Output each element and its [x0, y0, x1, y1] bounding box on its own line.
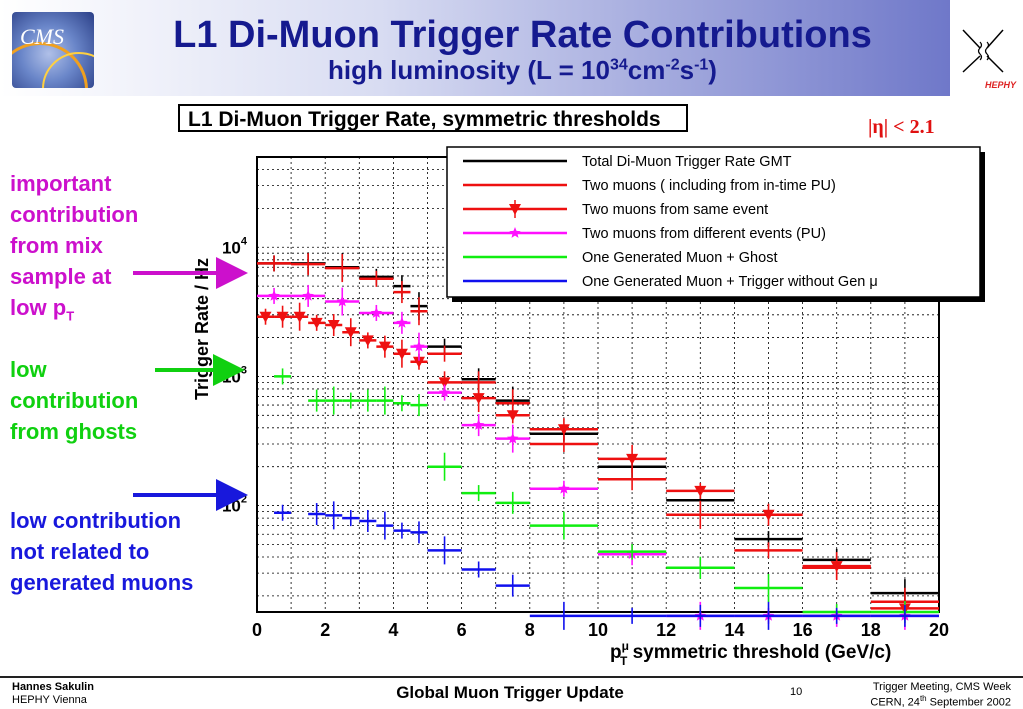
data-point-marker [259, 311, 272, 323]
footer-date: CERN, 24th September 2002 [870, 694, 1011, 709]
legend-label: One Generated Muon + Ghost [582, 250, 777, 266]
data-point-marker [438, 377, 451, 389]
data-point-marker [472, 393, 485, 405]
eta-cut-label: |η| < 2.1 [868, 116, 935, 138]
data-point-marker [413, 340, 425, 352]
series-2 [257, 302, 939, 617]
footer-meeting: Trigger Meeting, CMS Week [872, 681, 1011, 693]
data-point-marker [327, 320, 340, 332]
legend-box [446, 146, 981, 298]
data-point-marker [276, 311, 289, 323]
x-tick-label: 6 [457, 620, 467, 640]
data-point-marker [472, 419, 485, 430]
slide-title: L1 Di-Muon Trigger Rate Contributions [173, 14, 872, 56]
data-point-marker [762, 509, 775, 521]
data-point-marker [336, 295, 348, 307]
y-tick-label: 103 [222, 364, 247, 386]
data-point-marker [694, 485, 707, 497]
x-tick-label: 18 [861, 620, 881, 640]
annotation-ghosts: low contribution from ghosts [10, 357, 139, 444]
data-point-marker [557, 424, 570, 436]
page-number: 10 [790, 686, 803, 698]
data-point-marker [395, 348, 408, 360]
data-point-marker [378, 341, 391, 353]
legend: Total Di-Muon Trigger Rate GMT Two muons … [446, 146, 985, 302]
header-band [0, 0, 950, 96]
data-point-marker [370, 307, 383, 318]
chart-title: L1 Di-Muon Trigger Rate, symmetric thres… [178, 104, 688, 132]
x-tick-label: 20 [929, 620, 949, 640]
annotation-mix-sample: important contribution from mix sample a… [10, 171, 139, 324]
legend-marker [509, 227, 521, 238]
footer-divider [0, 676, 1023, 678]
data-point-marker [830, 561, 843, 573]
data-point-marker [412, 356, 425, 368]
data-point-marker [361, 335, 374, 347]
data-point-marker [558, 482, 570, 494]
data-point-marker [293, 311, 306, 323]
series-layer [257, 252, 939, 630]
data-point-marker [507, 432, 519, 444]
legend-label: One Generated Muon + Trigger without Gen… [582, 274, 878, 290]
data-point-marker [302, 289, 314, 301]
data-point-marker [344, 327, 357, 339]
feynman-diagram-icon [962, 29, 1004, 73]
data-point-marker [626, 453, 639, 465]
slide-subtitle: high luminosity (L = 1034cm-2s-1) [328, 55, 717, 85]
legend-label: Two muons from different events (PU) [582, 226, 826, 242]
data-point-marker [506, 410, 519, 422]
x-tick-label: 4 [388, 620, 398, 640]
footer-author: Hannes Sakulin [12, 681, 94, 693]
x-tick-label: 2 [320, 620, 330, 640]
legend-label: Total Di-Muon Trigger Rate GMT [582, 154, 792, 170]
hephy-logo-text: HEPHY [985, 80, 1017, 90]
y-tick-label: 104 [222, 235, 248, 257]
legend-label: Two muons from same event [582, 202, 768, 218]
legend-label: Two muons ( including from in-time PU) [582, 178, 836, 194]
footer-affiliation: HEPHY Vienna [12, 694, 87, 706]
x-axis-label: pμ T symmetric threshold (GeV/c) [610, 639, 891, 668]
x-tick-label: 10 [588, 620, 608, 640]
x-tick-label: 12 [656, 620, 676, 640]
data-point-marker [268, 289, 280, 301]
x-tick-label: 0 [252, 620, 262, 640]
annotation-generated-muons: low contribution not related to generate… [10, 508, 194, 595]
data-point-marker [396, 316, 408, 328]
footer-talk-title: Global Muon Trigger Update [396, 683, 624, 702]
data-point-marker [438, 386, 451, 398]
y-axis-label: Trigger Rate / Hz [192, 258, 212, 400]
x-tick-labels: 0 2 4 6 8 10 12 14 16 18 20 [252, 620, 949, 640]
series-5 [274, 501, 939, 630]
x-tick-label: 8 [525, 620, 535, 640]
series-1 [257, 253, 939, 616]
cms-logo-text: CMS [20, 24, 64, 49]
series-4 [274, 368, 939, 623]
x-tick-label: 16 [793, 620, 813, 640]
data-point-marker [310, 317, 323, 329]
x-tick-label: 14 [724, 620, 744, 640]
cms-logo: CMS [12, 12, 94, 88]
